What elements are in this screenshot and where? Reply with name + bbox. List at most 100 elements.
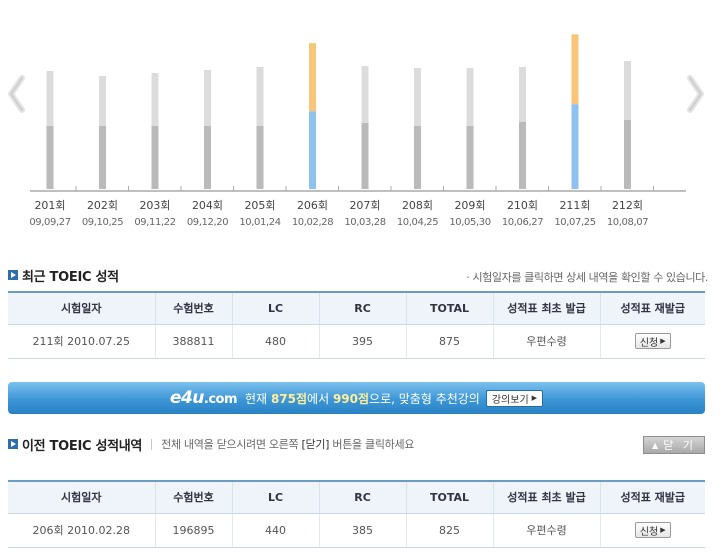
col-header-exam-no: 수험번호 [154, 291, 232, 325]
bar-rc-11 [571, 34, 579, 105]
x-tick-date-7: 10,03,28 [344, 217, 385, 228]
e4u-logo: e4u.com [169, 388, 238, 408]
bullet-arrow-icon [8, 439, 18, 449]
triangle-right-icon: ▶ [660, 526, 666, 534]
col-header-reissue: 성적표 재발급 [599, 291, 705, 325]
reissue-cell: 신청 ▶ [599, 324, 705, 359]
bar-track-upper-8 [414, 68, 421, 126]
chart-bars [46, 34, 631, 189]
triangle-right-icon: ▶ [660, 337, 666, 345]
x-tick-date-10: 10,06,27 [502, 217, 543, 228]
x-tick-date-8: 10,04,25 [397, 217, 438, 228]
view-lecture-label: 강의보기 [491, 394, 529, 406]
bar-lc-6 [309, 111, 316, 189]
bar-track-lower-10 [519, 122, 526, 189]
recent-score-table: 시험일자 수험번호 LC RC TOTAL 성적표 최초 발급 성적표 재발급 … [8, 291, 705, 359]
bar-track-upper-2 [99, 76, 106, 126]
table-row: 211회 2010.07.25 388811 480 395 875 우편수령 … [8, 324, 705, 359]
caret-up-icon: ▲ [652, 440, 659, 450]
recent-section-header: 최근 TOEIC 성적 [8, 265, 119, 285]
exam-date-link[interactable]: 206회 2010.02.28 [8, 513, 155, 548]
reissue-apply-label: 신청 [639, 526, 659, 538]
reissue-apply-label: 신청 [639, 337, 659, 349]
x-tick-round-5: 205회 [244, 199, 275, 212]
x-tick-date-4: 09,12,20 [187, 217, 228, 228]
col-header-rc: RC [318, 480, 406, 514]
recent-note: · 시험일자를 클릭하면 상세 내역을 확인할 수 있습니다. [466, 271, 708, 284]
x-tick-date-12: 10,08,07 [607, 217, 648, 228]
col-header-first-issue: 성적표 최초 발급 [492, 291, 600, 325]
reissue-apply-button[interactable]: 신청 ▶ [634, 333, 671, 349]
banner-text-1: 현재 [245, 391, 268, 406]
col-header-rc: RC [318, 291, 406, 325]
bar-track-lower-1 [46, 126, 54, 189]
bar-track-lower-12 [624, 120, 631, 189]
col-header-first-issue: 성적표 최초 발급 [492, 480, 600, 514]
score-history-chart: 201회 09,09,27 202회 09,10,25 203회 09,11,22 204회… [29, 34, 686, 228]
x-tick-round-12: 212회 [612, 199, 643, 212]
bar-track-lower-4 [204, 126, 211, 189]
previous-section-header: 이전 TOEIC 성적내역 전체 내역을 닫으시려면 오른쪽 [닫기] 버튼을 … [8, 434, 414, 454]
col-header-total: TOTAL [405, 291, 493, 325]
triangle-right-icon: ▶ [531, 394, 538, 402]
exam-date-link[interactable]: 211회 2010.07.25 [8, 324, 155, 359]
logo-text: e4u [169, 388, 204, 408]
x-tick-round-7: 207회 [349, 199, 380, 212]
banner-text-3: 으로, 맞춤형 추천강의 [369, 391, 480, 406]
x-tick-date-1: 09,09,27 [29, 217, 70, 228]
col-header-lc: LC [231, 480, 319, 514]
x-tick-round-9: 209회 [454, 199, 485, 212]
previous-section-desc: 전체 내역을 닫으시려면 오른쪽 [닫기] 버튼을 클릭하세요 [161, 436, 414, 452]
rc-score: 395 [318, 324, 406, 359]
bar-rc-6 [309, 43, 316, 112]
exam-number: 388811 [154, 324, 232, 359]
bar-track-upper-3 [151, 73, 159, 126]
chevron-right-icon[interactable] [684, 74, 706, 114]
total-score: 875 [405, 324, 493, 359]
bar-track-upper-10 [519, 67, 526, 122]
x-tick-round-3: 203회 [139, 199, 170, 212]
previous-section-title: 이전 TOEIC 성적내역 [22, 438, 143, 454]
x-tick-round-1: 201회 [34, 199, 65, 212]
x-tick-round-10: 210회 [507, 199, 538, 212]
rc-score: 385 [318, 513, 406, 548]
x-tick-date-2: 09,10,25 [82, 217, 123, 228]
bar-track-upper-5 [256, 67, 264, 126]
bar-track-lower-5 [256, 126, 264, 189]
banner-target-score: 990점 [332, 391, 370, 406]
x-tick-date-6: 10,02,28 [292, 217, 333, 228]
bar-track-lower-2 [99, 126, 106, 189]
first-issue-method: 우편수령 [492, 324, 600, 359]
col-header-total: TOTAL [405, 480, 493, 514]
close-button[interactable]: ▲ 닫 기 [643, 436, 705, 454]
bullet-arrow-icon [8, 270, 18, 280]
close-button-label: 닫 기 [663, 439, 696, 452]
table-header-row: 시험일자 수험번호 LC RC TOTAL 성적표 최초 발급 성적표 재발급 [8, 480, 705, 514]
bar-track-upper-12 [624, 61, 631, 120]
exam-number: 196895 [154, 513, 232, 548]
bar-lc-11 [571, 104, 579, 189]
x-tick-round-4: 204회 [192, 199, 223, 212]
recent-section-title: 최근 TOEIC 성적 [22, 269, 119, 285]
chart-axis-ticks [75, 186, 654, 191]
logo-suffix: .com [203, 392, 238, 407]
banner-text: 현재 875점에서 990점으로, 맞춤형 추천강의 [245, 390, 480, 407]
bar-track-upper-7 [361, 66, 369, 123]
view-lecture-button[interactable]: 강의보기 ▶ [485, 389, 544, 407]
x-tick-date-3: 09,11,22 [134, 217, 175, 228]
col-header-date: 시험일자 [8, 480, 155, 514]
reissue-cell: 신청 ▶ [599, 513, 705, 548]
x-tick-round-6: 206회 [297, 199, 328, 212]
x-tick-date-9: 10,05,30 [449, 217, 490, 228]
col-header-reissue: 성적표 재발급 [599, 480, 705, 514]
recommend-lecture-banner[interactable]: e4u.com 현재 875점에서 990점으로, 맞춤형 추천강의 강의보기 ▶ [8, 382, 705, 414]
col-header-exam-no: 수험번호 [154, 480, 232, 514]
first-issue-method: 우편수령 [492, 513, 600, 548]
chevron-left-icon[interactable] [6, 74, 28, 114]
table-row: 206회 2010.02.28 196895 440 385 825 우편수령 … [8, 513, 705, 548]
x-tick-round-2: 202회 [87, 199, 118, 212]
total-score: 825 [405, 513, 493, 548]
reissue-apply-button[interactable]: 신청 ▶ [634, 522, 671, 538]
bar-track-lower-3 [151, 126, 159, 189]
bar-track-lower-7 [361, 123, 369, 189]
